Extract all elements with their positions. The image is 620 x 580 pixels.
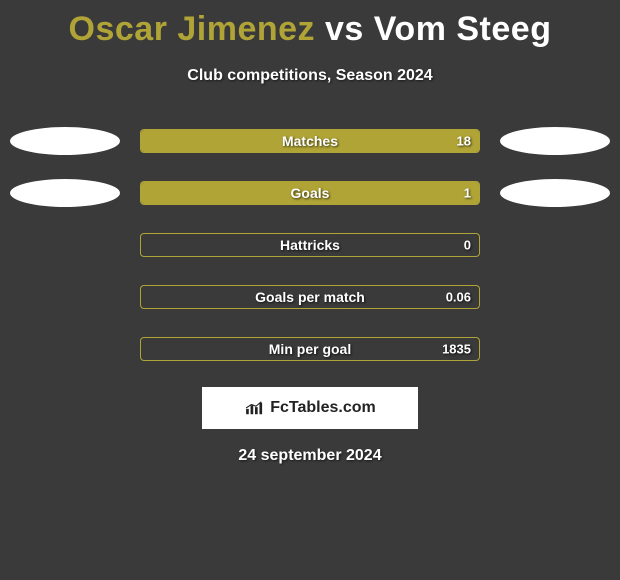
title-player2: Vom Steeg bbox=[374, 10, 552, 48]
logo-text: FcTables.com bbox=[270, 399, 376, 417]
right-ellipse bbox=[500, 127, 610, 155]
date-label: 24 september 2024 bbox=[0, 447, 620, 465]
stat-bar: Matches 18 bbox=[140, 129, 480, 153]
logo-box: FcTables.com bbox=[202, 387, 418, 429]
stat-value: 18 bbox=[457, 134, 471, 149]
stat-value: 0 bbox=[464, 238, 471, 253]
stat-bar: Goals 1 bbox=[140, 181, 480, 205]
stat-value: 0.06 bbox=[446, 290, 471, 305]
stat-row: Hattricks 0 bbox=[0, 231, 620, 259]
stats-list: Matches 18 Goals 1 Hattricks 0 Goals per match… bbox=[0, 127, 620, 363]
left-ellipse bbox=[10, 127, 120, 155]
stat-row: Min per goal 1835 bbox=[0, 335, 620, 363]
stat-label: Hattricks bbox=[280, 237, 340, 253]
title-player1: Oscar Jimenez bbox=[69, 10, 316, 48]
stat-bar: Min per goal 1835 bbox=[140, 337, 480, 361]
title-vs: vs bbox=[325, 10, 364, 48]
stat-bar: Goals per match 0.06 bbox=[140, 285, 480, 309]
page-title: Oscar Jimenez vs Vom Steeg bbox=[0, 0, 620, 49]
stat-bar: Hattricks 0 bbox=[140, 233, 480, 257]
stat-row: Matches 18 bbox=[0, 127, 620, 155]
stat-label: Goals bbox=[291, 185, 330, 201]
stat-label: Min per goal bbox=[269, 341, 351, 357]
left-ellipse bbox=[10, 179, 120, 207]
stat-row: Goals 1 bbox=[0, 179, 620, 207]
subtitle: Club competitions, Season 2024 bbox=[0, 67, 620, 85]
stat-value: 1 bbox=[464, 186, 471, 201]
right-ellipse bbox=[500, 179, 610, 207]
barchart-icon bbox=[244, 400, 266, 416]
stat-label: Goals per match bbox=[255, 289, 365, 305]
stat-value: 1835 bbox=[442, 342, 471, 357]
stat-row: Goals per match 0.06 bbox=[0, 283, 620, 311]
stat-label: Matches bbox=[282, 133, 338, 149]
